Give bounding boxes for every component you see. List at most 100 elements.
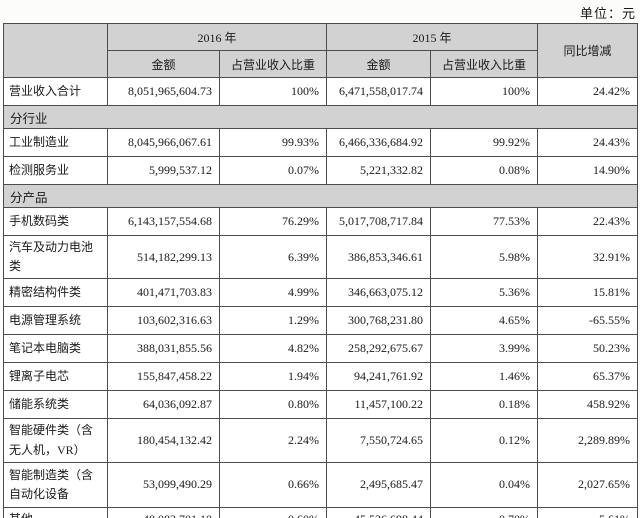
section-label: 分行业 <box>2 105 639 129</box>
amount-2016: 103,602,316.63 <box>107 306 220 336</box>
pct-2016: 99.93% <box>218 128 328 157</box>
yoy-value: 22.43% <box>537 207 639 236</box>
pct-2016: 4.82% <box>218 334 328 364</box>
table-row: 手机数码类 6,143,157,554.68 76.29% 5,017,708,… <box>3 207 639 236</box>
pct-2016: 100% <box>218 77 328 106</box>
corner-cell <box>3 23 108 78</box>
amount-2015-header: 金额 <box>326 50 432 78</box>
pct-2016: 0.80% <box>218 390 328 420</box>
yoy-value: 32.91% <box>537 234 639 280</box>
row-label: 储能系统类 <box>3 390 108 420</box>
pct-2016: 1.94% <box>218 362 328 392</box>
year-2016-header: 2016 年 <box>106 23 328 51</box>
amount-2015: 346,663,075.12 <box>326 278 432 308</box>
yoy-value: 14.90% <box>537 156 639 185</box>
pct-2016: 0.66% <box>218 461 328 508</box>
section-row-product: 分产品 <box>2 184 639 208</box>
yoy-value: 15.81% <box>537 278 639 308</box>
yoy-value: 65.37% <box>537 362 639 392</box>
row-label: 锂离子电芯 <box>3 362 108 392</box>
ratio-2016-header: 占营业收入比重 <box>218 50 328 78</box>
amount-2016: 53,099,490.29 <box>107 461 220 508</box>
header-row-years: 2016 年 2015 年 同比增减 <box>3 23 639 78</box>
amount-2015: 45,526,698.44 <box>326 506 432 518</box>
pct-2016: 6.39% <box>218 234 328 280</box>
amount-2015: 258,292,675.67 <box>326 334 432 364</box>
yoy-value: 24.42% <box>537 77 639 106</box>
pct-2016: 2.24% <box>218 418 328 463</box>
amount-2016: 180,454,132.42 <box>107 418 220 463</box>
amount-2015: 300,768,231.80 <box>326 306 432 336</box>
amount-2015: 11,457,100.22 <box>326 390 432 420</box>
table-row: 汽车及动力电池类 514,182,299.13 6.39% 386,853,34… <box>3 234 639 280</box>
yoy-value: 2,027.65% <box>537 461 639 508</box>
year-2015-header: 2015 年 <box>326 23 539 51</box>
pct-2015: 4.65% <box>430 306 539 336</box>
table-row: 智能硬件类（含无人机，VR） 180,454,132.42 2.24% 7,55… <box>3 418 639 463</box>
table-row-total: 营业收入合计 8,051,965,604.73 100% 6,471,558,0… <box>3 77 639 106</box>
pct-2016: 0.60% <box>218 506 328 518</box>
ratio-2015-header: 占营业收入比重 <box>430 50 539 78</box>
amount-2016: 48,082,701.10 <box>107 506 220 518</box>
yoy-header: 同比增减 <box>537 23 639 78</box>
pct-2015: 0.12% <box>430 418 539 463</box>
table-row: 检测服务业 5,999,537.12 0.07% 5,221,332.82 0.… <box>3 156 639 185</box>
row-label: 汽车及动力电池类 <box>3 234 108 280</box>
amount-2015: 6,466,336,684.92 <box>326 128 432 157</box>
amount-2015: 386,853,346.61 <box>326 234 432 280</box>
pct-2015: 77.53% <box>430 207 539 236</box>
table-row: 储能系统类 64,036,092.87 0.80% 11,457,100.22 … <box>3 390 639 420</box>
yoy-value: -65.55% <box>537 306 639 336</box>
pct-2016: 76.29% <box>218 207 328 236</box>
row-label: 其他 <box>3 506 108 518</box>
section-label: 分产品 <box>2 184 639 208</box>
yoy-value: 50.23% <box>537 334 639 364</box>
yoy-value: 458.92% <box>537 390 639 420</box>
pct-2015: 3.99% <box>430 334 539 364</box>
amount-2015: 5,017,708,717.84 <box>326 207 432 236</box>
row-label: 电源管理系统 <box>3 306 108 336</box>
pct-2015: 0.18% <box>430 390 539 420</box>
pct-2015: 100% <box>430 77 539 106</box>
header-row-measures: 金额 占营业收入比重 金额 占营业收入比重 <box>4 50 638 78</box>
row-label: 工业制造业 <box>3 128 108 157</box>
pct-2015: 0.04% <box>430 461 539 508</box>
row-label: 智能制造类（含自动化设备 <box>3 461 108 508</box>
amount-2016: 155,847,458.22 <box>107 362 220 392</box>
pct-2015: 5.36% <box>430 278 539 308</box>
amount-2015: 2,495,685.47 <box>326 461 432 508</box>
yoy-value: 2,289.89% <box>537 418 639 463</box>
row-label: 智能硬件类（含无人机，VR） <box>3 418 108 463</box>
pct-2015: 1.46% <box>430 362 539 392</box>
row-label: 营业收入合计 <box>3 77 108 106</box>
amount-2016: 64,036,092.87 <box>107 390 220 420</box>
pct-2016: 0.07% <box>218 156 328 185</box>
row-label: 笔记本电脑类 <box>3 334 108 364</box>
amount-2016: 401,471,703.83 <box>107 278 220 308</box>
revenue-table: 2016 年 2015 年 同比增减 金额 占营业收入比重 金额 占营业收入比重… <box>2 23 639 518</box>
pct-2015: 0.70% <box>430 506 539 518</box>
pct-2016: 1.29% <box>218 306 328 336</box>
table-row: 锂离子电芯 155,847,458.22 1.94% 94,241,761.92… <box>3 362 639 392</box>
amount-2015: 94,241,761.92 <box>326 362 432 392</box>
amount-2015: 5,221,332.82 <box>326 156 432 185</box>
amount-2015: 6,471,558,017.74 <box>326 77 432 106</box>
section-row-industry: 分行业 <box>2 105 639 129</box>
yoy-value: 5.61% <box>537 506 639 518</box>
unit-label: 单位：元 <box>579 6 636 21</box>
table-row: 工业制造业 8,045,966,067.61 99.93% 6,466,336,… <box>3 128 639 157</box>
amount-2016-header: 金额 <box>107 50 220 78</box>
pct-2015: 0.08% <box>430 156 539 185</box>
table-row: 电源管理系统 103,602,316.63 1.29% 300,768,231.… <box>3 306 639 336</box>
amount-2016: 6,143,157,554.68 <box>107 207 220 236</box>
row-label: 检测服务业 <box>3 156 108 185</box>
table-row: 精密结构件类 401,471,703.83 4.99% 346,663,075.… <box>3 278 639 308</box>
amount-2016: 8,045,966,067.61 <box>107 128 220 157</box>
pct-2016: 4.99% <box>218 278 328 308</box>
pct-2015: 99.92% <box>430 128 539 157</box>
yoy-value: 24.43% <box>537 128 639 157</box>
pct-2015: 5.98% <box>430 234 539 280</box>
row-label: 精密结构件类 <box>3 278 108 308</box>
amount-2015: 7,550,724.65 <box>326 418 432 463</box>
